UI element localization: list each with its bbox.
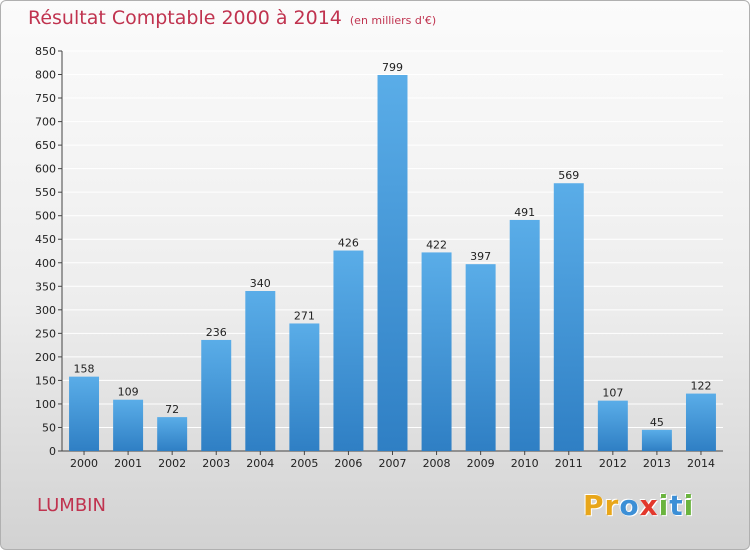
bars [69,75,716,451]
data-label: 422 [426,238,447,251]
logo-letter: t [669,489,684,522]
x-tick-label: 2011 [555,457,583,470]
x-tick-label: 2010 [511,457,539,470]
data-label: 107 [602,387,623,400]
data-label: 122 [690,380,711,393]
data-label: 158 [74,363,95,376]
bar [421,252,452,451]
y-tick-label: 650 [35,139,56,152]
bar [113,399,144,451]
bar [245,291,276,451]
y-tick-label: 100 [35,398,56,411]
bar [157,417,188,451]
y-tick-label: 800 [35,69,56,82]
x-tick-label: 2007 [379,457,407,470]
logo-letter: o [619,489,640,522]
x-tick-label: 2013 [643,457,671,470]
data-label: 340 [250,277,271,290]
bar [201,339,232,451]
bar [377,75,408,451]
y-tick-label: 250 [35,327,56,340]
logo-letter: x [639,489,659,522]
data-label: 491 [514,206,535,219]
labels: 0 50 100 150 200 250 300 350 400 450 500 550 600 650 7… [35,45,715,470]
bar [597,400,628,451]
bar [289,323,320,451]
y-tick-label: 350 [35,280,56,293]
y-tick-label: 300 [35,304,56,317]
y-tick-label: 850 [35,45,56,58]
y-tick-label: 50 [42,421,56,434]
data-label: 397 [470,250,491,263]
data-label: 569 [558,169,579,182]
x-tick-label: 2006 [334,457,362,470]
bar [465,264,496,451]
x-tick-label: 2005 [290,457,318,470]
x-tick-label: 2008 [423,457,451,470]
data-label: 236 [206,326,227,339]
y-tick-label: 600 [35,163,56,176]
y-tick-label: 750 [35,92,56,105]
bar [333,250,364,451]
bar [69,376,100,451]
x-tick-label: 2004 [246,457,274,470]
y-tick-label: 0 [49,445,56,458]
data-label: 45 [650,416,664,429]
x-tick-label: 2009 [467,457,495,470]
title-text: Résultat Comptable 2000 à 2014 [28,7,342,29]
x-tick-label: 2012 [599,457,627,470]
bar [553,183,584,451]
x-tick-label: 2002 [158,457,186,470]
chart-title: Résultat Comptable 2000 à 2014 (en millie… [28,7,436,29]
data-label: 426 [338,237,359,250]
logo-letter: i [658,489,670,522]
x-tick-label: 2001 [114,457,142,470]
bar [685,393,716,451]
y-tick-label: 450 [35,233,56,246]
logo-letter: P [583,489,605,522]
x-tick-label: 2003 [202,457,230,470]
x-tick-label: 2000 [70,457,98,470]
logo-letter: r [604,489,620,522]
y-tick-label: 400 [35,257,56,270]
data-label: 72 [165,403,179,416]
city-name: LUMBIN [37,495,106,516]
y-tick-label: 500 [35,210,56,223]
y-tick-label: 700 [35,116,56,129]
proxiti-logo: Proxiti [583,489,694,522]
x-tick-label: 2014 [687,457,715,470]
data-label: 109 [118,386,139,399]
chart-subtitle: (en milliers d'€) [349,14,437,27]
bar [509,219,540,451]
y-tick-label: 200 [35,351,56,364]
bar [641,429,672,451]
y-tick-label: 550 [35,186,56,199]
data-label: 799 [382,61,403,74]
y-tick-label: 150 [35,374,56,387]
data-label: 271 [294,309,315,322]
logo-letter: i [683,489,695,522]
